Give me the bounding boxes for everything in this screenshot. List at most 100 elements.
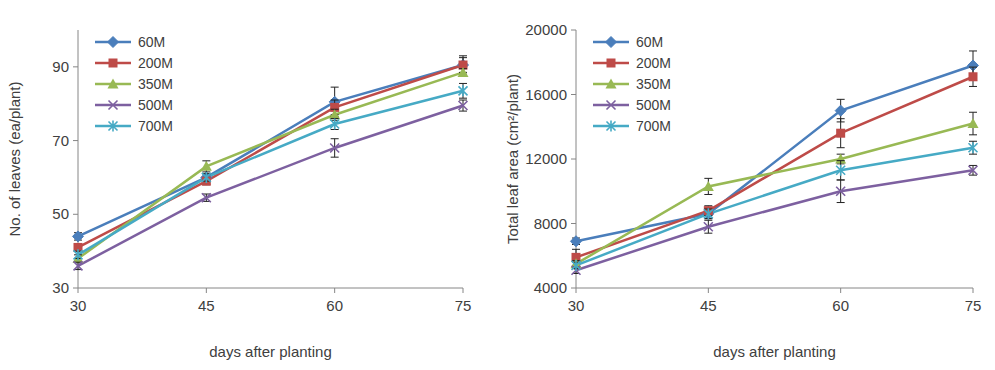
- legend-label: 60M: [636, 34, 663, 50]
- marker: [571, 236, 582, 247]
- legend-label: 200M: [138, 55, 173, 71]
- legend-label: 500M: [138, 97, 173, 113]
- y-tick-label: 30: [52, 279, 69, 296]
- x-tick: [463, 288, 464, 293]
- y-tick: [571, 288, 576, 289]
- error-bar: [459, 83, 467, 98]
- legend-marker: [607, 59, 616, 68]
- y-tick-label: 70: [52, 132, 69, 149]
- error-bar: [704, 220, 712, 233]
- error-bar: [704, 209, 712, 219]
- plot-data: [73, 56, 469, 271]
- marker: [703, 181, 714, 191]
- chart: 4000 8000 12000 16000 20000 30 45 60 75 days afte…: [504, 21, 981, 360]
- legend-label: 700M: [636, 118, 671, 134]
- x-tick-label: 45: [700, 297, 717, 314]
- x-axis: [78, 288, 463, 289]
- x-tick: [206, 288, 207, 293]
- x-tick: [576, 288, 577, 293]
- figure: 3050709030456075days after plantingNo. o…: [0, 0, 995, 370]
- error-bar: [969, 141, 977, 154]
- marker: [329, 109, 340, 119]
- x-axis-title: days after planting: [209, 343, 332, 360]
- error-bar: [331, 139, 339, 157]
- legend-marker: [108, 37, 119, 48]
- marker: [330, 118, 339, 129]
- marker: [836, 187, 845, 196]
- marker: [572, 260, 581, 271]
- marker: [74, 249, 83, 260]
- x-tick: [78, 288, 79, 293]
- legend-marker: [109, 59, 118, 68]
- chart: 3050709030456075days after plantingNo. o…: [6, 30, 471, 360]
- marker: [202, 193, 211, 202]
- error-bar: [459, 100, 467, 111]
- y-tick-label: 8000: [534, 215, 567, 232]
- error-bar: [202, 194, 210, 201]
- legend-marker: [108, 79, 119, 89]
- x-axis: [576, 288, 973, 289]
- series-line: [576, 65, 973, 241]
- marker: [73, 231, 84, 242]
- y-tick: [571, 30, 576, 31]
- x-tick: [840, 288, 841, 293]
- y-tick: [73, 214, 78, 215]
- x-axis-title: days after planting: [713, 343, 836, 360]
- marker: [968, 118, 979, 128]
- legend: 60M 200M 350M 500M 700M: [593, 34, 671, 134]
- legend-marker: [109, 101, 118, 110]
- marker: [330, 143, 339, 152]
- marker: [836, 165, 845, 176]
- marker: [969, 142, 978, 153]
- y-tick: [571, 223, 576, 224]
- x-tick-label: 75: [965, 297, 982, 314]
- y-tick: [571, 94, 576, 95]
- legend-marker: [606, 79, 617, 89]
- y-tick-label: 90: [52, 58, 69, 75]
- error-bar: [837, 119, 845, 148]
- legend-label: 200M: [636, 55, 671, 71]
- y-tick-label: 12000: [525, 150, 567, 167]
- marker: [202, 172, 211, 183]
- marker: [704, 208, 713, 219]
- y-tick: [571, 159, 576, 160]
- plot-data: [571, 51, 979, 275]
- series-line: [78, 72, 463, 258]
- error-bar: [837, 161, 845, 180]
- marker: [201, 161, 212, 171]
- legend-marker: [607, 101, 616, 110]
- y-tick-label: 20000: [525, 21, 567, 38]
- series-line: [78, 91, 463, 255]
- y-axis-title: No. of leaves (ea/plant): [6, 81, 23, 236]
- error-bar: [74, 262, 82, 269]
- y-tick-label: 4000: [534, 279, 567, 296]
- legend-label: 700M: [138, 118, 173, 134]
- error-bar: [969, 67, 977, 86]
- y-tick: [73, 288, 78, 289]
- marker: [704, 222, 713, 231]
- legend-marker: [606, 37, 617, 48]
- x-tick-label: 45: [198, 297, 215, 314]
- marker: [836, 129, 845, 138]
- legend-label: 500M: [636, 97, 671, 113]
- marker: [459, 101, 468, 110]
- legend-label: 60M: [138, 34, 165, 50]
- marker: [459, 85, 468, 96]
- legend-label: 350M: [138, 76, 173, 92]
- marker: [458, 67, 469, 77]
- legend-label: 350M: [636, 76, 671, 92]
- y-axis-title: Total leaf area (cm²/plant): [504, 74, 521, 244]
- series-line: [78, 106, 463, 266]
- error-bar: [969, 165, 977, 175]
- x-tick-label: 75: [455, 297, 472, 314]
- x-tick-label: 30: [568, 297, 585, 314]
- series-line: [576, 148, 973, 266]
- marker: [969, 72, 978, 81]
- marker: [969, 166, 978, 175]
- marker: [74, 261, 83, 270]
- x-tick-label: 60: [326, 297, 343, 314]
- x-tick-label: 60: [832, 297, 849, 314]
- y-tick: [73, 140, 78, 141]
- legend-marker: [109, 121, 118, 132]
- y-tick-label: 16000: [525, 86, 567, 103]
